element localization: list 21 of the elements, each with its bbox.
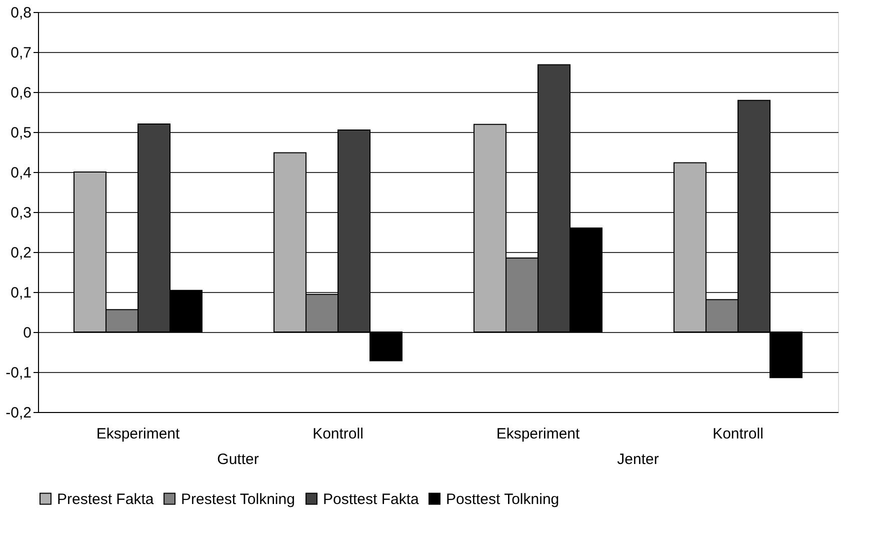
y-tick-label: 0,1 xyxy=(10,284,32,302)
y-tick-label: 0,3 xyxy=(10,204,32,222)
legend-label: Prestest Fakta xyxy=(57,490,154,508)
x-tick-label: Kontroll xyxy=(712,426,764,442)
x-tick-label: Eksperiment xyxy=(96,426,181,442)
legend-label: Posttest Fakta xyxy=(323,490,420,508)
legend-label: Posttest Tolkning xyxy=(446,490,560,508)
y-tick-label: 0,2 xyxy=(10,244,32,262)
x-tick-label: Kontroll xyxy=(312,426,364,442)
y-tick-label: 0,5 xyxy=(10,124,32,142)
text: Gutter xyxy=(217,451,259,468)
y-tick-label: 0 xyxy=(23,324,32,342)
y-tick-label: 0,4 xyxy=(10,164,32,182)
text: Jenter xyxy=(617,451,659,468)
y-tick-label: -0,1 xyxy=(6,364,32,382)
y-tick-label: -0,2 xyxy=(6,404,32,422)
y-tick-label: 0,8 xyxy=(10,4,32,22)
legend-label: Prestest Tolkning xyxy=(181,490,295,508)
y-tick-label: 0,7 xyxy=(10,44,32,62)
x-tick-label: Eksperiment xyxy=(496,426,581,442)
y-tick-label: 0,6 xyxy=(10,84,32,102)
